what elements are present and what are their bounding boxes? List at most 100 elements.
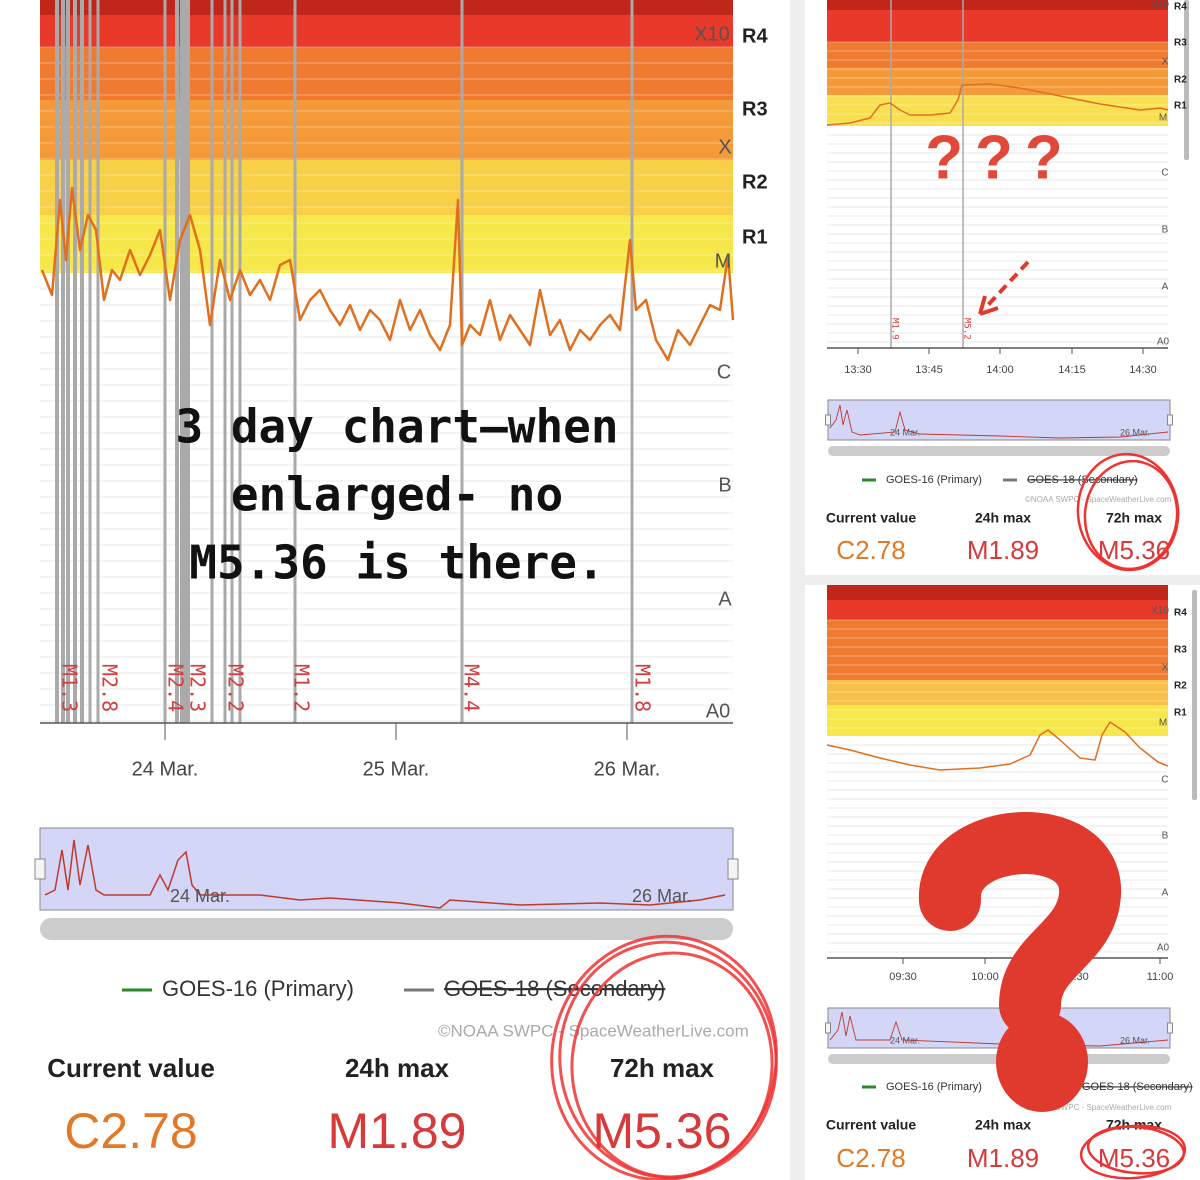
flare-band (827, 42, 1168, 68)
scribble-circle (1086, 1125, 1186, 1175)
navigator-handle (727, 858, 739, 880)
stat-label: 24h max (975, 510, 1031, 526)
flare-label: M2.4 (164, 664, 188, 712)
legend-label: GOES-16 (Primary) (886, 474, 982, 486)
flare-band (40, 15, 733, 47)
stat-label: 24h max (975, 1117, 1031, 1133)
question-mark (996, 1012, 1088, 1112)
stat-value: M1.89 (967, 535, 1039, 565)
scribble-circle (550, 934, 778, 1180)
flare-band (827, 68, 1168, 95)
x-tick-label: 10:00 (971, 971, 999, 983)
band-label: R3 (742, 98, 768, 120)
flare-band (827, 705, 1168, 735)
class-label: B (1162, 225, 1169, 236)
annotation-text: 3 day chart—when (175, 400, 618, 454)
stat-label: 72h max (610, 1053, 715, 1083)
navigator-label: 24 Mar. (890, 427, 920, 437)
band-label: R4 (1174, 608, 1187, 619)
x-tick-label: 25 Mar. (363, 758, 430, 780)
flare-label: M5.2 (962, 318, 972, 340)
credit: ©NOAA SWPC - SpaceWeatherLive.com (1025, 1103, 1172, 1112)
navigator-handle (825, 1022, 831, 1034)
class-label: C (717, 361, 731, 383)
x-tick-label: 13:45 (915, 364, 943, 376)
scribble-circle (1083, 459, 1179, 571)
navigator-label: 24 Mar. (170, 886, 230, 906)
stat-label: Current value (826, 510, 916, 526)
stat-value: C2.78 (836, 1143, 905, 1173)
stat-value: M5.36 (1098, 535, 1170, 565)
scrollbar (1184, 0, 1189, 160)
scrollbar (1192, 590, 1197, 800)
stat-label: Current value (826, 1117, 916, 1133)
flux-curve (826, 83, 1169, 126)
class-label: C (1161, 775, 1168, 786)
x-tick-label: 24 Mar. (132, 758, 199, 780)
navigator-label: 26 Mar. (1120, 1035, 1150, 1045)
flare-label: M1.2 (290, 664, 314, 712)
band-label: R2 (742, 171, 768, 193)
band-label: R2 (1174, 681, 1187, 692)
flare-band (827, 585, 1168, 600)
navigator-handle (34, 858, 46, 880)
flare-band (827, 0, 1168, 10)
annotation-text: ??? (925, 123, 1075, 192)
flare-band (827, 10, 1168, 42)
stat-value: M1.89 (967, 1143, 1039, 1173)
flare-band (40, 160, 733, 215)
flare-label: M2.3 (186, 664, 210, 712)
flare-band (40, 47, 733, 100)
stat-label: 24h max (345, 1053, 450, 1083)
band-label: R2 (1174, 75, 1187, 86)
x-tick-label: 26 Mar. (594, 758, 661, 780)
navigator-handle (1167, 414, 1173, 426)
flare-label: M1.8 (631, 664, 655, 712)
legend-label: GOES-18 (Secondary) (1027, 474, 1138, 486)
x-tick-label: 13:30 (844, 364, 872, 376)
navigator (39, 827, 734, 911)
class-label: M (1159, 718, 1167, 729)
x-tick-label: 11:00 (1147, 971, 1174, 983)
x-tick-label: 14:15 (1058, 364, 1086, 376)
class-label: A0 (1157, 337, 1170, 348)
navigator (827, 399, 1171, 441)
legend-label: GOES-16 (Primary) (886, 1081, 982, 1093)
flare-band (827, 95, 1168, 125)
band-label: R1 (1174, 101, 1187, 112)
flare-band (40, 0, 733, 15)
divider (805, 575, 1200, 585)
annotation-text: M5.36 is there. (189, 536, 604, 590)
navigator-label: 26 Mar. (632, 886, 692, 906)
scrollbar (40, 918, 733, 940)
class-label: A (1162, 282, 1169, 293)
stat-value: C2.78 (64, 1103, 197, 1159)
flare-band (40, 100, 733, 160)
flare-band (827, 125, 1168, 126)
flux-curve (40, 186, 735, 362)
class-label: C (1161, 168, 1168, 179)
navigator (827, 1007, 1171, 1049)
navigator-label: 24 Mar. (890, 1035, 920, 1045)
legend-label: GOES-16 (Primary) (162, 976, 354, 1001)
class-label: M (1159, 113, 1167, 124)
stat-label: 72h max (1106, 510, 1162, 526)
divider (790, 0, 805, 1180)
flare-label: M2.8 (98, 664, 122, 712)
band-label: R4 (742, 25, 768, 47)
stat-label: Current value (47, 1053, 215, 1083)
annotation-arrow (986, 260, 1030, 307)
x-tick-label: 09:30 (889, 971, 917, 983)
scrollbar (828, 446, 1170, 456)
flare-label: M2.2 (224, 664, 248, 712)
flare-band (827, 680, 1168, 705)
navigator-curve (44, 839, 726, 909)
legend-label: GOES-18 (Secondary) (444, 976, 665, 1001)
class-label: X10 (1151, 606, 1169, 617)
band-label: R1 (1174, 708, 1187, 719)
band-label: R1 (742, 226, 768, 248)
band-label: R4 (1174, 2, 1187, 13)
band-label: R3 (1174, 38, 1187, 49)
